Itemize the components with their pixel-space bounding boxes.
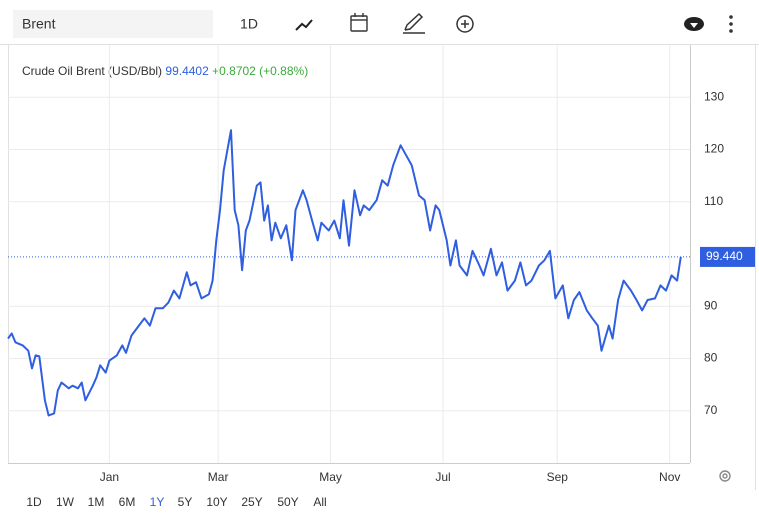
y-tick-label: 80 [704,351,718,365]
calendar-icon[interactable] [350,13,368,32]
range-button[interactable]: 10Y [206,495,227,509]
range-button[interactable]: 25Y [241,495,262,509]
range-button[interactable]: 5Y [178,495,193,509]
range-button[interactable]: 50Y [277,495,298,509]
y-tick-label: 130 [704,89,724,103]
x-tick-label: Jul [435,470,450,484]
last-value: 99.4402 [165,64,209,78]
chart-type-icon[interactable] [295,19,313,31]
x-tick-label: Mar [208,470,229,484]
y-tick-label: 120 [704,142,724,156]
search-text[interactable]: Brent [22,16,56,32]
x-tick-label: May [319,470,342,484]
range-button[interactable]: 1W [56,495,75,509]
x-tick-label: Jan [100,470,119,484]
add-icon[interactable] [456,15,474,33]
range-button[interactable]: 1D [26,495,42,509]
settings-icon[interactable] [719,470,731,482]
range-button[interactable]: 1M [88,495,105,509]
chart-header: Crude Oil Brent (USD/Bbl) 99.4402 +0.870… [22,64,308,78]
x-tick-label: Sep [547,470,569,484]
change: +0.8702 (+0.88%) [212,64,308,78]
draw-icon[interactable] [403,12,425,34]
x-tick-label: Nov [659,470,680,484]
search-box[interactable] [13,10,213,38]
y-tick-label: 70 [704,403,718,417]
last-value-tag [700,246,755,267]
chart-title: Crude Oil Brent (USD/Bbl) [22,64,162,78]
y-tick-label: 110 [704,194,723,208]
interval-button[interactable]: 1D [240,16,258,32]
range-button[interactable]: 1Y [150,495,165,509]
y-tick-label: 90 [704,298,718,312]
last-value-tag-label: 99.440 [706,249,743,263]
menu-icon[interactable] [729,15,733,33]
range-button[interactable]: 6M [119,495,136,509]
download-icon[interactable] [684,17,704,31]
price-line [7,129,682,417]
range-button[interactable]: All [313,495,326,509]
